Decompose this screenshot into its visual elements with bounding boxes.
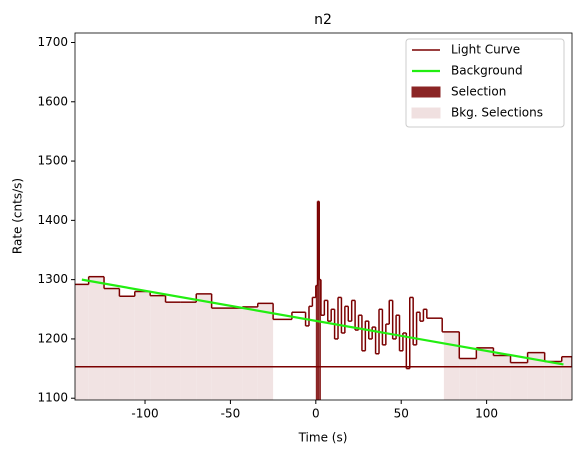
bkg-selection <box>493 355 511 400</box>
x-tick-label: 0 <box>312 407 320 421</box>
selection <box>319 279 321 400</box>
legend-label: Light Curve <box>451 43 520 57</box>
chart-title: n2 <box>314 12 332 28</box>
legend-label: Selection <box>451 85 506 99</box>
bkg-selection <box>510 362 528 400</box>
y-tick-label: 1400 <box>37 213 68 227</box>
y-tick-label: 1600 <box>37 94 68 108</box>
bkg-selection <box>165 302 181 400</box>
bkg-selection <box>257 303 274 400</box>
x-tick-label: 50 <box>394 407 409 421</box>
bkg-selection <box>134 291 151 400</box>
bkg-selection <box>242 306 258 400</box>
x-tick-label: 100 <box>475 407 498 421</box>
bkg-selection <box>211 308 228 400</box>
background-line <box>81 278 564 366</box>
y-tick-label: 1100 <box>37 391 68 405</box>
y-tick-label: 1700 <box>37 35 68 49</box>
bkg-selection <box>443 331 460 400</box>
x-axis-label: Time (s) <box>298 431 348 445</box>
y-tick-label: 1200 <box>37 331 68 345</box>
y-axis-label: Rate (cnts/s) <box>11 178 25 254</box>
x-tick-label: -50 <box>221 407 241 421</box>
selection <box>317 201 320 400</box>
legend-box <box>405 38 565 128</box>
bkg-selection <box>459 358 477 400</box>
bkg-selection <box>180 302 197 400</box>
bkg-selection <box>88 276 105 400</box>
y-tick-label: 1500 <box>37 154 68 168</box>
bkg-selection <box>527 352 545 400</box>
x-tick-label: -100 <box>131 407 158 421</box>
y-tick-label: 1300 <box>37 272 68 286</box>
legend-swatch <box>411 86 441 98</box>
bkg-selection <box>544 361 562 400</box>
bkg-selection <box>104 288 120 400</box>
bkg-selection <box>561 356 572 400</box>
legend-label: Bkg. Selections <box>451 106 543 120</box>
bkg-selection <box>196 293 212 400</box>
bkg-selection <box>227 308 243 400</box>
bkg-selection <box>75 284 89 400</box>
plot-frame <box>74 32 573 401</box>
bkg-selection <box>150 295 166 400</box>
selection <box>315 285 318 400</box>
legend-label: Background <box>451 64 523 78</box>
plot-area <box>75 200 572 400</box>
bkg-selection <box>476 347 494 400</box>
legend-swatch <box>411 107 441 119</box>
bkg-selection <box>119 296 135 400</box>
